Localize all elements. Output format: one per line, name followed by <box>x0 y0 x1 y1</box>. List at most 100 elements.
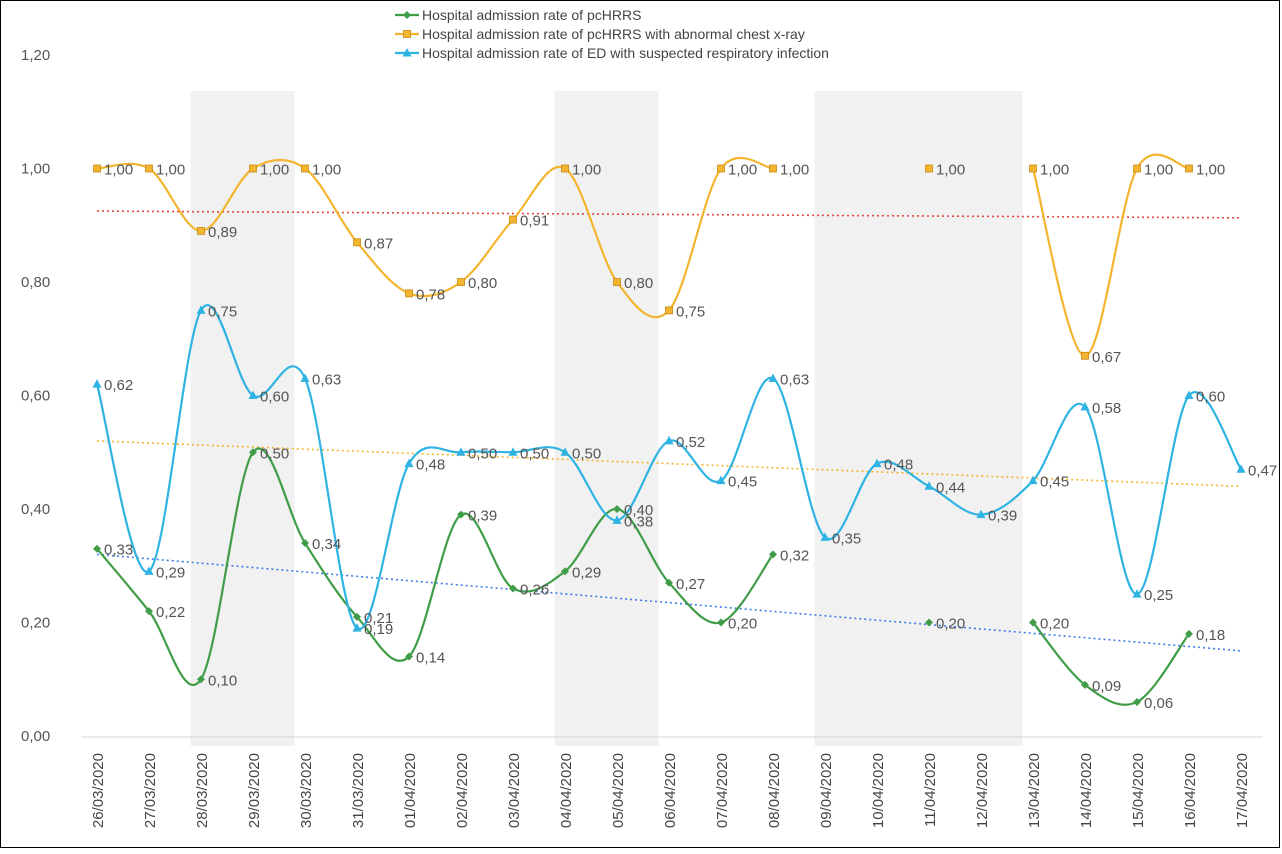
series-2-data-label: 1,00 <box>1144 162 1173 179</box>
series-1-data-label: 0,39 <box>468 508 497 525</box>
series-2-point <box>249 164 257 173</box>
series-3-point <box>508 447 518 456</box>
series-2-point <box>197 227 205 235</box>
series-2-data-label: 0,67 <box>1092 349 1121 366</box>
series-1-data-label: 0,20 <box>728 616 757 633</box>
series-1-data-label: 0,32 <box>780 547 809 564</box>
trendline-1 <box>96 210 1242 219</box>
x-tick-label: 30/03/2020 <box>298 753 315 828</box>
legend-entry: Hospital admission rate of pcHRRS with a… <box>422 26 805 42</box>
series-3-point <box>1028 475 1038 485</box>
legend-swatch-marker <box>402 48 412 57</box>
series-1-data-label: 0,40 <box>624 502 653 519</box>
series-3-data-label: 0,58 <box>1092 400 1121 417</box>
series-1-point <box>1133 697 1141 706</box>
series-2-point <box>925 164 933 173</box>
series-2-data-label: 1,00 <box>156 162 185 179</box>
series-3-data-label: 0,62 <box>104 377 133 394</box>
series-1-data-label: 0,09 <box>1092 678 1121 695</box>
series-2-point <box>717 164 725 173</box>
legend-swatch-marker <box>403 11 411 19</box>
series-1-point <box>769 550 777 559</box>
series-1-data-label: 0,50 <box>260 445 289 462</box>
series-1-data-label: 0,34 <box>312 536 341 553</box>
series-3-point <box>144 566 154 575</box>
series-1-point <box>717 618 725 627</box>
x-tick-label: 16/04/2020 <box>1182 753 1199 828</box>
series-3-data-label: 0,45 <box>1040 474 1069 491</box>
series-3-data-label: 0,44 <box>936 479 965 496</box>
x-tick-label: 17/04/2020 <box>1234 753 1251 828</box>
x-tick-label: 08/04/2020 <box>766 753 783 828</box>
series-2-point <box>1185 164 1193 173</box>
series-3-data-label: 0,60 <box>260 389 289 406</box>
series-1-point <box>1185 629 1193 638</box>
series-2-point <box>301 164 309 173</box>
series-3-data-label: 0,35 <box>832 530 861 547</box>
series-3-data-label: 0,39 <box>988 508 1017 525</box>
series-3-data-label: 0,60 <box>1196 389 1225 406</box>
legend-entry: Hospital admission rate of pcHRRS <box>422 7 641 23</box>
x-tick-label: 27/03/2020 <box>142 753 159 828</box>
series-3-point <box>1080 401 1090 411</box>
series-2-data-label: 1,00 <box>312 162 341 179</box>
y-tick-label: 0,00 <box>21 728 50 745</box>
series-2-data-label: 0,75 <box>676 303 705 320</box>
series-1-point <box>197 675 205 684</box>
series-3-point <box>248 390 258 399</box>
y-tick-label: 0,60 <box>21 388 50 405</box>
series-2-data-label: 0,80 <box>468 275 497 292</box>
series-3-point <box>924 481 934 490</box>
series-2-data-label: 1,00 <box>780 162 809 179</box>
series-1-point <box>301 539 309 548</box>
series-1-point <box>925 618 933 627</box>
trendlines <box>96 210 1242 652</box>
series-3-data-label: 0,47 <box>1248 462 1277 479</box>
legend-swatch-marker <box>403 30 411 38</box>
x-tick-label: 06/04/2020 <box>662 753 679 828</box>
series-3-data-label: 0,19 <box>364 621 393 638</box>
x-tick-label: 02/04/2020 <box>454 753 471 828</box>
series-2-data-label: 0,80 <box>624 275 653 292</box>
x-tick-label: 01/04/2020 <box>402 753 419 828</box>
x-tick-label: 13/04/2020 <box>1026 753 1043 828</box>
series-1-data-label: 0,27 <box>676 576 705 593</box>
series-1-data-label: 0,29 <box>572 564 601 581</box>
series-2-point <box>1081 351 1089 360</box>
series-2-point <box>613 278 621 286</box>
series-3-data-label: 0,63 <box>312 371 341 388</box>
series-2-data-label: 0,87 <box>364 235 393 252</box>
series-1-data-label: 0,21 <box>364 610 393 627</box>
series-1-line <box>1032 621 1190 706</box>
series-2-point <box>665 306 673 315</box>
x-tick-label: 31/03/2020 <box>350 753 367 828</box>
series-2-data-label: 0,89 <box>208 224 237 241</box>
series-3-data-label: 0,50 <box>468 445 497 462</box>
series-2-data-label: 0,78 <box>416 286 445 303</box>
weekend-band-1 <box>190 91 295 746</box>
series-3-data-label: 0,52 <box>676 434 705 451</box>
series-3-data-label: 0,45 <box>728 474 757 491</box>
series-2-data-label: 1,00 <box>936 162 965 179</box>
x-tick-label: 09/04/2020 <box>818 753 835 828</box>
series-2-point <box>353 238 361 247</box>
series-3-point <box>92 379 102 388</box>
series-3-data-label: 0,50 <box>520 445 549 462</box>
series-1-point <box>1029 618 1037 627</box>
weekend-band-3 <box>814 91 1023 746</box>
series-3-point <box>456 447 466 456</box>
series-3-data-label: 0,63 <box>780 371 809 388</box>
x-tick-label: 10/04/2020 <box>870 753 887 828</box>
series-3-point <box>976 509 986 519</box>
x-tick-label: 15/04/2020 <box>1130 753 1147 828</box>
series-1-point <box>509 584 517 593</box>
series-2-data-label: 1,00 <box>572 162 601 179</box>
series-1-data-label: 0,20 <box>1040 616 1069 633</box>
series-1-point <box>353 612 361 621</box>
series-2-data-label: 1,00 <box>1196 162 1225 179</box>
x-tick-label: 29/03/2020 <box>246 753 263 828</box>
series-1-point <box>561 567 569 576</box>
series-3-data-label: 0,48 <box>884 457 913 474</box>
